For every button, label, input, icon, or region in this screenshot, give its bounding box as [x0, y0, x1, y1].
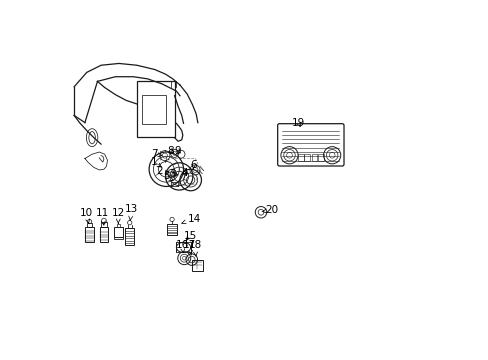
- Bar: [297, 154, 303, 161]
- Text: 9: 9: [175, 145, 181, 156]
- Text: 4: 4: [181, 168, 187, 178]
- Bar: [137, 81, 174, 137]
- Text: 1: 1: [150, 157, 161, 167]
- Text: 13: 13: [124, 204, 138, 220]
- Bar: [304, 154, 309, 161]
- Text: 5: 5: [163, 171, 173, 181]
- Text: 16: 16: [175, 239, 188, 253]
- Text: 3: 3: [168, 168, 178, 179]
- Text: 19: 19: [291, 118, 305, 128]
- Bar: [166, 225, 177, 234]
- Bar: [100, 227, 108, 242]
- Text: 12: 12: [111, 208, 124, 224]
- Text: 6: 6: [190, 160, 197, 170]
- Text: 2: 2: [156, 166, 169, 176]
- Text: 7: 7: [151, 149, 162, 159]
- Bar: [191, 260, 202, 271]
- Text: 17: 17: [183, 239, 196, 255]
- Bar: [114, 226, 122, 237]
- Text: 15: 15: [183, 231, 196, 240]
- Bar: [176, 242, 190, 252]
- Text: 18: 18: [188, 239, 201, 256]
- Bar: [311, 154, 317, 161]
- Text: 10: 10: [79, 208, 92, 224]
- Bar: [125, 228, 134, 244]
- Text: 11: 11: [96, 208, 109, 225]
- Text: 20: 20: [262, 206, 277, 216]
- Bar: [142, 95, 165, 125]
- Text: 14: 14: [182, 214, 201, 224]
- Bar: [317, 154, 323, 161]
- Bar: [101, 222, 107, 227]
- Bar: [86, 223, 92, 227]
- Text: 8: 8: [167, 145, 174, 156]
- Bar: [85, 227, 94, 242]
